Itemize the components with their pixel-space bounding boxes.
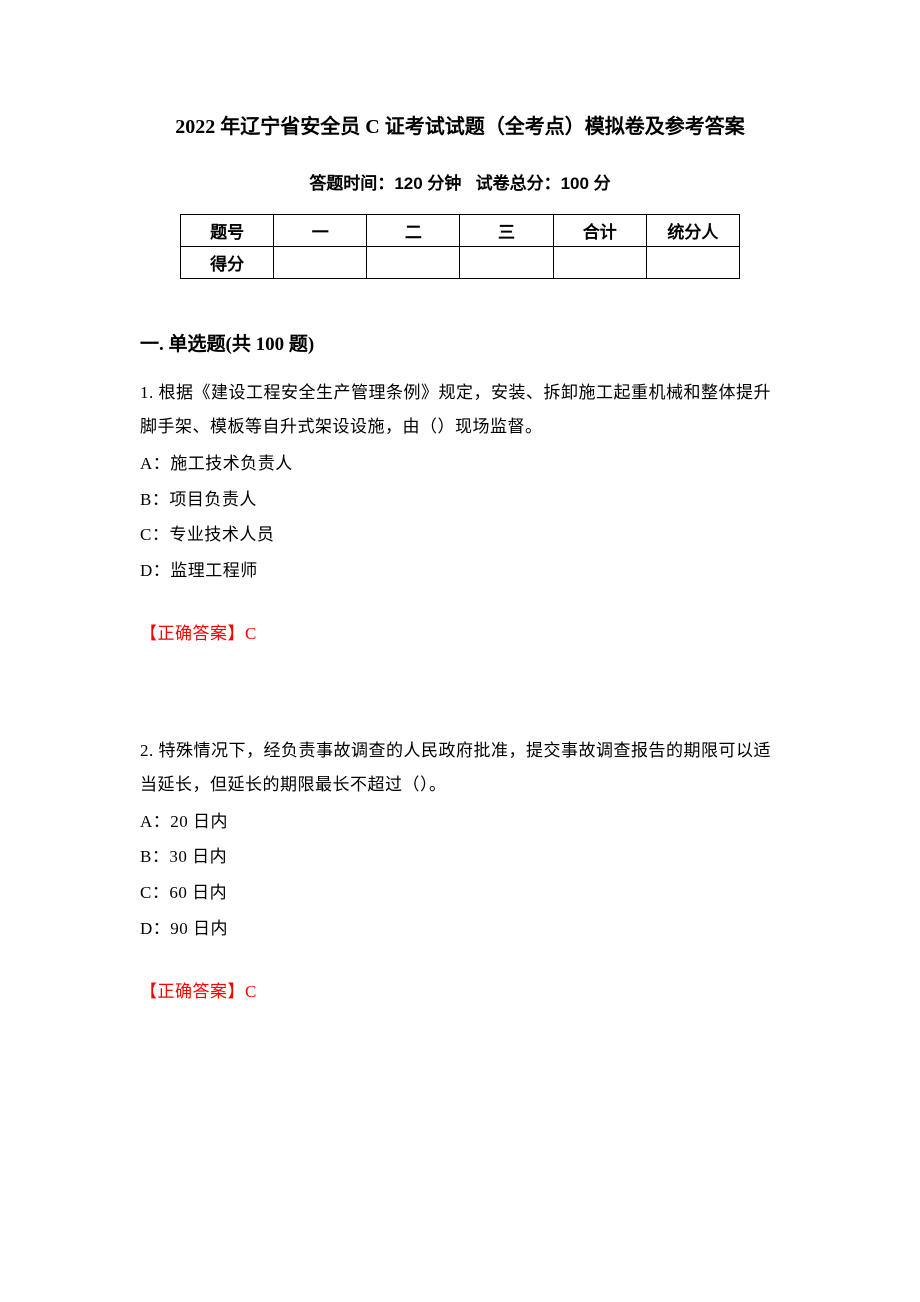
correct-answer: 【正确答案】C <box>140 977 780 1002</box>
question-2: 2. 特殊情况下，经负责事故调查的人民政府批准，提交事故调查报告的期限可以适当延… <box>140 734 780 1002</box>
table-header-two: 二 <box>367 215 460 247</box>
table-header-scorer: 统分人 <box>646 215 739 247</box>
page-title: 2022 年辽宁省安全员 C 证考试试题（全考点）模拟卷及参考答案 <box>140 110 780 139</box>
question-text: 2. 特殊情况下，经负责事故调查的人民政府批准，提交事故调查报告的期限可以适当延… <box>140 734 780 802</box>
table-cell-empty <box>460 247 553 279</box>
time-value: 120 分钟 <box>394 174 461 193</box>
time-label: 答题时间： <box>309 174 394 193</box>
table-header-three: 三 <box>460 215 553 247</box>
section-title: 一. 单选题(共 100 题) <box>140 329 780 356</box>
table-cell-empty <box>274 247 367 279</box>
score-label: 试卷总分： <box>476 174 561 193</box>
table-cell-empty <box>367 247 460 279</box>
option-b: B：30 日内 <box>140 839 780 875</box>
table-row: 得分 <box>181 247 740 279</box>
table-row: 题号 一 二 三 合计 统分人 <box>181 215 740 247</box>
option-a: A：20 日内 <box>140 804 780 840</box>
score-value: 100 分 <box>561 174 611 193</box>
table-header-one: 一 <box>274 215 367 247</box>
exam-subtitle: 答题时间：120 分钟 试卷总分：100 分 <box>140 169 780 194</box>
option-d: D：监理工程师 <box>140 553 780 589</box>
table-cell-empty <box>553 247 646 279</box>
table-header-total: 合计 <box>553 215 646 247</box>
option-c: C：专业技术人员 <box>140 517 780 553</box>
correct-answer: 【正确答案】C <box>140 619 780 644</box>
option-a: A：施工技术负责人 <box>140 446 780 482</box>
question-1: 1. 根据《建设工程安全生产管理条例》规定，安装、拆卸施工起重机械和整体提升脚手… <box>140 376 780 644</box>
table-score-label: 得分 <box>181 247 274 279</box>
table-cell-empty <box>646 247 739 279</box>
option-b: B：项目负责人 <box>140 482 780 518</box>
score-table: 题号 一 二 三 合计 统分人 得分 <box>180 214 740 279</box>
option-d: D：90 日内 <box>140 911 780 947</box>
table-header-number: 题号 <box>181 215 274 247</box>
option-c: C：60 日内 <box>140 875 780 911</box>
question-text: 1. 根据《建设工程安全生产管理条例》规定，安装、拆卸施工起重机械和整体提升脚手… <box>140 376 780 444</box>
